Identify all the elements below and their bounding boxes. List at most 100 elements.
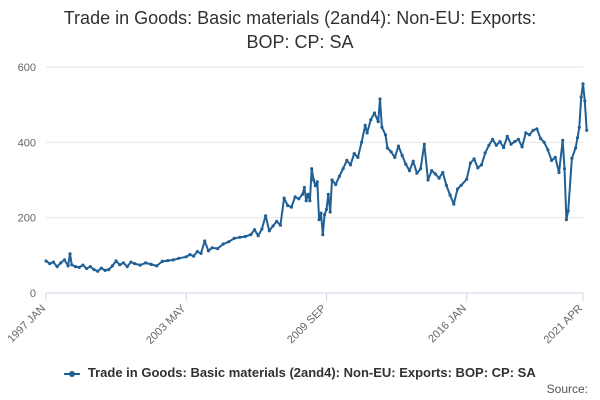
data-point	[48, 262, 52, 266]
data-point	[376, 120, 380, 124]
data-point	[345, 158, 349, 162]
data-point	[385, 146, 389, 150]
x-axis: 1997 JAN 2003 MAY 2009 SEP 2016 JAN 2021 APR	[5, 292, 586, 347]
data-point	[441, 170, 445, 175]
data-point	[509, 142, 513, 146]
data-point	[581, 82, 585, 86]
data-point	[264, 214, 268, 218]
data-point	[561, 138, 565, 142]
data-point	[319, 211, 323, 215]
data-point	[433, 172, 437, 176]
data-point	[252, 228, 257, 232]
data-point	[411, 159, 415, 163]
data-point	[472, 157, 476, 161]
data-point	[166, 259, 170, 263]
data-point	[88, 265, 92, 269]
data-point	[356, 155, 360, 159]
data-point	[426, 178, 430, 182]
data-point	[579, 95, 583, 99]
data-point	[286, 204, 290, 208]
data-point	[289, 205, 293, 209]
data-point	[188, 253, 192, 257]
chart-title-line-2: BOP: CP: SA	[246, 32, 354, 52]
data-point	[144, 261, 148, 265]
data-point	[328, 210, 332, 214]
data-point	[297, 197, 301, 201]
data-point	[70, 263, 74, 267]
legend-label: Trade in Goods: Basic materials (2and4):…	[87, 365, 536, 380]
data-point	[393, 155, 397, 159]
data-point	[422, 142, 426, 146]
data-point	[352, 152, 356, 156]
data-point	[323, 213, 327, 217]
source-label: Source:	[546, 382, 588, 396]
data-point	[77, 265, 81, 269]
data-point	[232, 236, 236, 240]
data-point	[206, 249, 210, 253]
y-tick-label: 200	[18, 213, 36, 225]
data-point	[444, 183, 448, 187]
data-point	[527, 133, 532, 137]
data-point	[383, 133, 388, 137]
series-line	[45, 82, 588, 273]
data-point	[110, 264, 114, 268]
chart-title-line-1: Trade in Goods: Basic materials (2and4):…	[63, 8, 537, 28]
data-point	[256, 234, 260, 238]
data-point	[138, 263, 142, 267]
series-group	[44, 82, 589, 273]
data-point	[133, 262, 137, 266]
data-point	[315, 180, 319, 184]
data-point	[317, 218, 321, 222]
data-point	[468, 161, 472, 165]
x-tick-label: 2003 MAY	[144, 302, 189, 347]
data-point	[562, 167, 567, 171]
data-point	[487, 143, 491, 147]
data-point	[121, 261, 126, 265]
data-point	[502, 146, 506, 150]
x-tick-label: 2009 SEP	[285, 303, 329, 347]
data-point	[369, 118, 373, 122]
data-point	[260, 227, 264, 231]
data-point	[267, 229, 271, 233]
data-point	[360, 140, 364, 144]
data-point	[203, 239, 207, 243]
data-point	[275, 219, 279, 223]
data-point	[550, 158, 554, 162]
x-tick-label: 2016 JAN	[426, 303, 469, 346]
data-point	[404, 162, 408, 166]
data-point	[583, 99, 587, 103]
data-point	[278, 223, 282, 227]
x-tick-label: 2021 APR	[542, 303, 586, 347]
data-point	[243, 234, 247, 239]
data-point	[227, 240, 231, 244]
data-point	[574, 146, 578, 150]
data-point	[378, 97, 382, 101]
data-point	[324, 207, 329, 211]
data-point	[62, 258, 67, 262]
data-point	[505, 134, 509, 138]
data-point	[199, 251, 203, 255]
data-point	[293, 195, 297, 199]
data-point	[66, 264, 70, 268]
data-point	[542, 140, 546, 144]
data-point	[539, 137, 543, 141]
data-point	[149, 262, 153, 266]
data-point	[306, 192, 310, 196]
chart-title: Trade in Goods: Basic materials (2and4):…	[0, 6, 600, 54]
data-point	[546, 148, 550, 152]
data-point	[55, 265, 59, 269]
data-point	[44, 259, 48, 263]
data-point	[520, 145, 524, 149]
data-point	[68, 252, 72, 256]
data-point	[535, 127, 539, 131]
data-point	[476, 166, 480, 170]
data-point	[92, 268, 96, 272]
data-point	[365, 131, 369, 135]
data-point	[310, 167, 314, 171]
data-point	[491, 137, 495, 141]
data-point	[348, 163, 353, 167]
legend[interactable]: Trade in Goods: Basic materials (2and4):…	[0, 365, 600, 380]
data-point	[419, 167, 423, 171]
data-point	[216, 247, 220, 251]
